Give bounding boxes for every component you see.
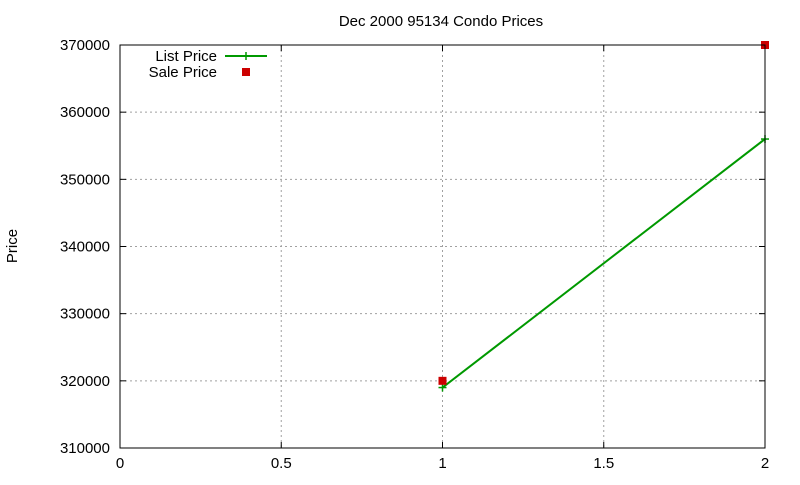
y-tick-label: 330000: [60, 306, 110, 323]
series-0: [438, 135, 769, 392]
chart-title: Dec 2000 95134 Condo Prices: [339, 13, 543, 30]
legend-label: List Price: [155, 48, 217, 65]
y-tick-label: 350000: [60, 171, 110, 188]
x-tick-label: 1.5: [593, 455, 614, 472]
x-tick-label: 0.5: [271, 455, 292, 472]
legend-item: Sale Price: [149, 64, 250, 81]
y-tick-label: 360000: [60, 104, 110, 121]
legend-label: Sale Price: [149, 64, 217, 81]
series-line: [441, 138, 766, 389]
y-tick-label: 340000: [60, 239, 110, 256]
data-point: [438, 376, 447, 385]
legend-item: List Price: [155, 48, 267, 65]
x-tick-label: 0: [116, 455, 124, 472]
series-1: [438, 41, 769, 385]
y-tick-label: 320000: [60, 373, 110, 390]
x-tick-label: 1: [438, 455, 446, 472]
legend-swatch-marker: [242, 52, 250, 60]
y-tick-label: 370000: [60, 37, 110, 54]
tick-layer: 0 0.5 1 1.5 2 310000 320000 330000 340000 350000 3…: [60, 37, 769, 472]
y-tick-label: 310000: [60, 440, 110, 457]
y-axis-label: Price: [4, 229, 21, 263]
plot-frame: [119, 44, 766, 449]
x-tick-label: 2: [761, 455, 769, 472]
legend-swatch-marker: [242, 68, 250, 76]
data-point: [438, 383, 447, 392]
